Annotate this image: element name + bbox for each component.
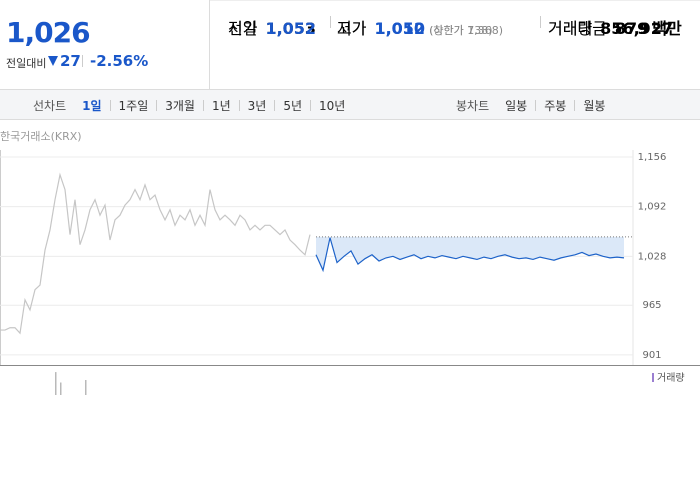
- series-line: [315, 237, 625, 273]
- divider: [238, 100, 240, 111]
- period-tab[interactable]: 1주일: [118, 99, 149, 113]
- y-tick-label: 1,156: [638, 152, 667, 163]
- stat-value: 879: [614, 19, 649, 38]
- stat-unit: 백만: [652, 19, 682, 38]
- divider: [202, 100, 204, 111]
- period-tab[interactable]: 1년: [211, 99, 231, 113]
- stat-value: 1,052: [374, 19, 426, 38]
- divider: [82, 55, 83, 67]
- divider: [540, 16, 541, 28]
- divider: [535, 100, 537, 111]
- volume-bar: [55, 372, 57, 395]
- y-tick-label: 901: [642, 350, 661, 361]
- stat-cell: 전일 1,053: [228, 15, 316, 39]
- y-tick-label: 1,092: [638, 202, 667, 213]
- candle-tab[interactable]: 일봉: [505, 99, 528, 113]
- volume-bar: [60, 382, 62, 395]
- stat-cell: 저가 1,010 (하한가 738): [337, 15, 493, 39]
- stat-value: 1,010: [374, 19, 426, 38]
- change: 27: [60, 52, 81, 70]
- legend-swatch: [652, 373, 654, 382]
- candle-tabs: 봉차트 일봉 주봉 월봉: [448, 97, 613, 114]
- area: [316, 236, 624, 271]
- chart: 한국거래소(KRX) 1,156 1,092 1,028 965 901 거래량: [0, 130, 700, 395]
- tab-label: 봉차트: [456, 99, 490, 113]
- stat-label: 전일: [228, 19, 258, 38]
- period-tab[interactable]: 1일: [82, 99, 102, 113]
- divider: [310, 100, 312, 111]
- price: 1,026: [6, 16, 91, 49]
- series-line: [0, 172, 311, 335]
- y-tick-label: 1,028: [638, 251, 667, 262]
- legend-label: 거래량: [657, 372, 685, 384]
- candle-tab[interactable]: 주봉: [544, 99, 567, 113]
- stats-row: 전일 1,053 고가 1,052 (상한가 1,368) 거래량 856,927: [210, 0, 700, 38]
- price-box: 1,026 전일대비 27 -2.56%: [0, 0, 210, 90]
- divider: [330, 16, 331, 28]
- stat-label: 저가: [337, 19, 367, 38]
- period-tabs: 선차트 1일 1주일 3개월 1년 3년 5년 10년: [25, 97, 353, 114]
- y-tick-label: 965: [642, 300, 661, 311]
- stat-cell: 고가 1,052 (상한가 1,368): [337, 15, 503, 39]
- divider: [156, 100, 158, 111]
- stat-label: 고가: [337, 19, 367, 38]
- period-tab[interactable]: 5년: [283, 99, 303, 113]
- stat-value: 856,927: [600, 19, 674, 38]
- volume-bar: [85, 380, 87, 395]
- tab-label: 선차트: [33, 99, 67, 113]
- stat-label: 시가: [228, 19, 258, 38]
- divider: [574, 100, 576, 111]
- stat-value: 1,053: [265, 19, 317, 38]
- period-tab[interactable]: 10년: [319, 99, 346, 113]
- candle-tab[interactable]: 월봉: [583, 99, 606, 113]
- tab-bar: 선차트 1일 1주일 3개월 1년 3년 5년 10년 봉차트 일봉 주봉 월봉: [0, 90, 700, 120]
- down-icon: [48, 56, 58, 66]
- stat-label: 거래량: [548, 19, 593, 38]
- source: 한국거래소(KRX): [0, 130, 82, 143]
- period-tab[interactable]: 3년: [247, 99, 267, 113]
- stat-label: 거래대금: [548, 19, 607, 38]
- period-tab[interactable]: 3개월: [165, 99, 195, 113]
- stat-cell: 거래대금 879 백만: [548, 15, 682, 39]
- change-rate: -2.56%: [90, 52, 149, 70]
- stat-cell: 시가 1,052: [228, 15, 316, 39]
- change-label: 전일대비: [6, 57, 47, 70]
- divider: [274, 100, 276, 111]
- stats-table: 전일 1,053 고가 1,052 (상한가 1,368) 거래량 856,927 시가 1,0…: [210, 0, 700, 90]
- stat-note: (상한가 1,368): [429, 24, 503, 37]
- divider: [109, 100, 111, 111]
- stat-cell: 거래량 856,927: [548, 15, 673, 39]
- stat-note: (하한가 738): [429, 24, 493, 37]
- stat-value: 1,052: [265, 19, 317, 38]
